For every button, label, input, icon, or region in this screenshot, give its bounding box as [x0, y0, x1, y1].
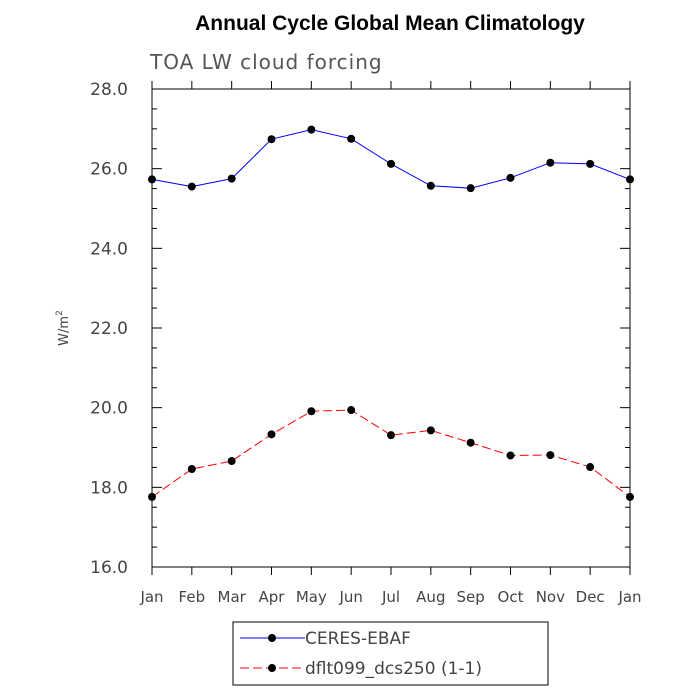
legend-marker-ceres [268, 634, 276, 642]
series-line-ceres [151, 129, 631, 189]
data-point-model [626, 492, 634, 501]
legend-marker-model [268, 664, 276, 672]
data-point-model [586, 463, 595, 472]
y-tick-label: 26.0 [90, 160, 128, 180]
data-point-model [466, 438, 475, 447]
data-point-model [227, 457, 236, 466]
data-point-ceres [506, 173, 515, 182]
series-layer [148, 125, 634, 501]
x-tick-label: May [296, 588, 327, 606]
x-tick-label: Jun [338, 588, 362, 606]
data-point-model [347, 406, 356, 415]
chart-subtitle: TOA LW cloud forcing [149, 50, 383, 74]
data-point-ceres [148, 175, 156, 184]
y-tick-label: 16.0 [90, 558, 128, 578]
legend: CERES-EBAF dflt099_dcs250 (1-1) [232, 621, 549, 686]
data-point-model [506, 451, 515, 460]
x-tick-label: Jan [139, 588, 163, 606]
data-point-model [148, 492, 156, 501]
data-point-ceres [347, 134, 356, 143]
data-point-ceres [187, 182, 196, 191]
x-tick-label: Dec [576, 588, 605, 606]
x-tick-label: Apr [259, 588, 286, 606]
data-point-model [187, 465, 196, 474]
chart-title: Annual Cycle Global Mean Climatology [195, 12, 585, 35]
data-point-ceres [426, 181, 435, 190]
x-tick-label: Jul [381, 588, 400, 606]
y-axis-label-text: W/m [57, 316, 72, 346]
data-point-ceres [586, 159, 595, 168]
data-point-ceres [626, 175, 634, 184]
data-point-model [307, 407, 316, 416]
y-tick-label: 20.0 [90, 399, 128, 419]
x-tick-label: Aug [416, 588, 445, 606]
x-tick-label: Mar [218, 588, 247, 606]
svg-text:W/m2: W/m2 [55, 310, 72, 346]
y-axis-label-superscript: 2 [55, 310, 65, 316]
y-tick-label: 18.0 [90, 478, 128, 498]
data-point-ceres [267, 135, 276, 144]
x-tick-label: Jan [617, 588, 641, 606]
y-tick-label: 24.0 [90, 239, 128, 259]
x-tick-label: Sep [457, 588, 485, 606]
data-point-ceres [546, 158, 555, 167]
data-point-ceres [387, 159, 395, 168]
legend-label-ceres: CERES-EBAF [305, 629, 411, 649]
axes: 16.0 18.0 20.0 22.0 24.0 26.0 28.0 Jan Feb Mar Apr… [90, 80, 641, 606]
data-point-ceres [227, 174, 236, 183]
x-tick-label: Feb [179, 588, 206, 606]
y-axis-label: W/m2 [55, 310, 72, 346]
y-tick-label: 22.0 [90, 319, 128, 339]
data-point-model [387, 431, 395, 440]
x-tick-label: Oct [498, 588, 524, 606]
data-point-ceres [466, 184, 475, 193]
legend-label-model: dflt099_dcs250 (1-1) [305, 659, 482, 679]
x-tick-label: Nov [536, 588, 565, 606]
series-line-model [151, 409, 631, 498]
data-point-model [546, 451, 555, 460]
y-tick-label: 28.0 [90, 80, 128, 100]
legend-box [232, 621, 549, 686]
data-point-model [267, 430, 276, 439]
data-point-ceres [307, 125, 316, 134]
data-point-model [426, 426, 435, 435]
